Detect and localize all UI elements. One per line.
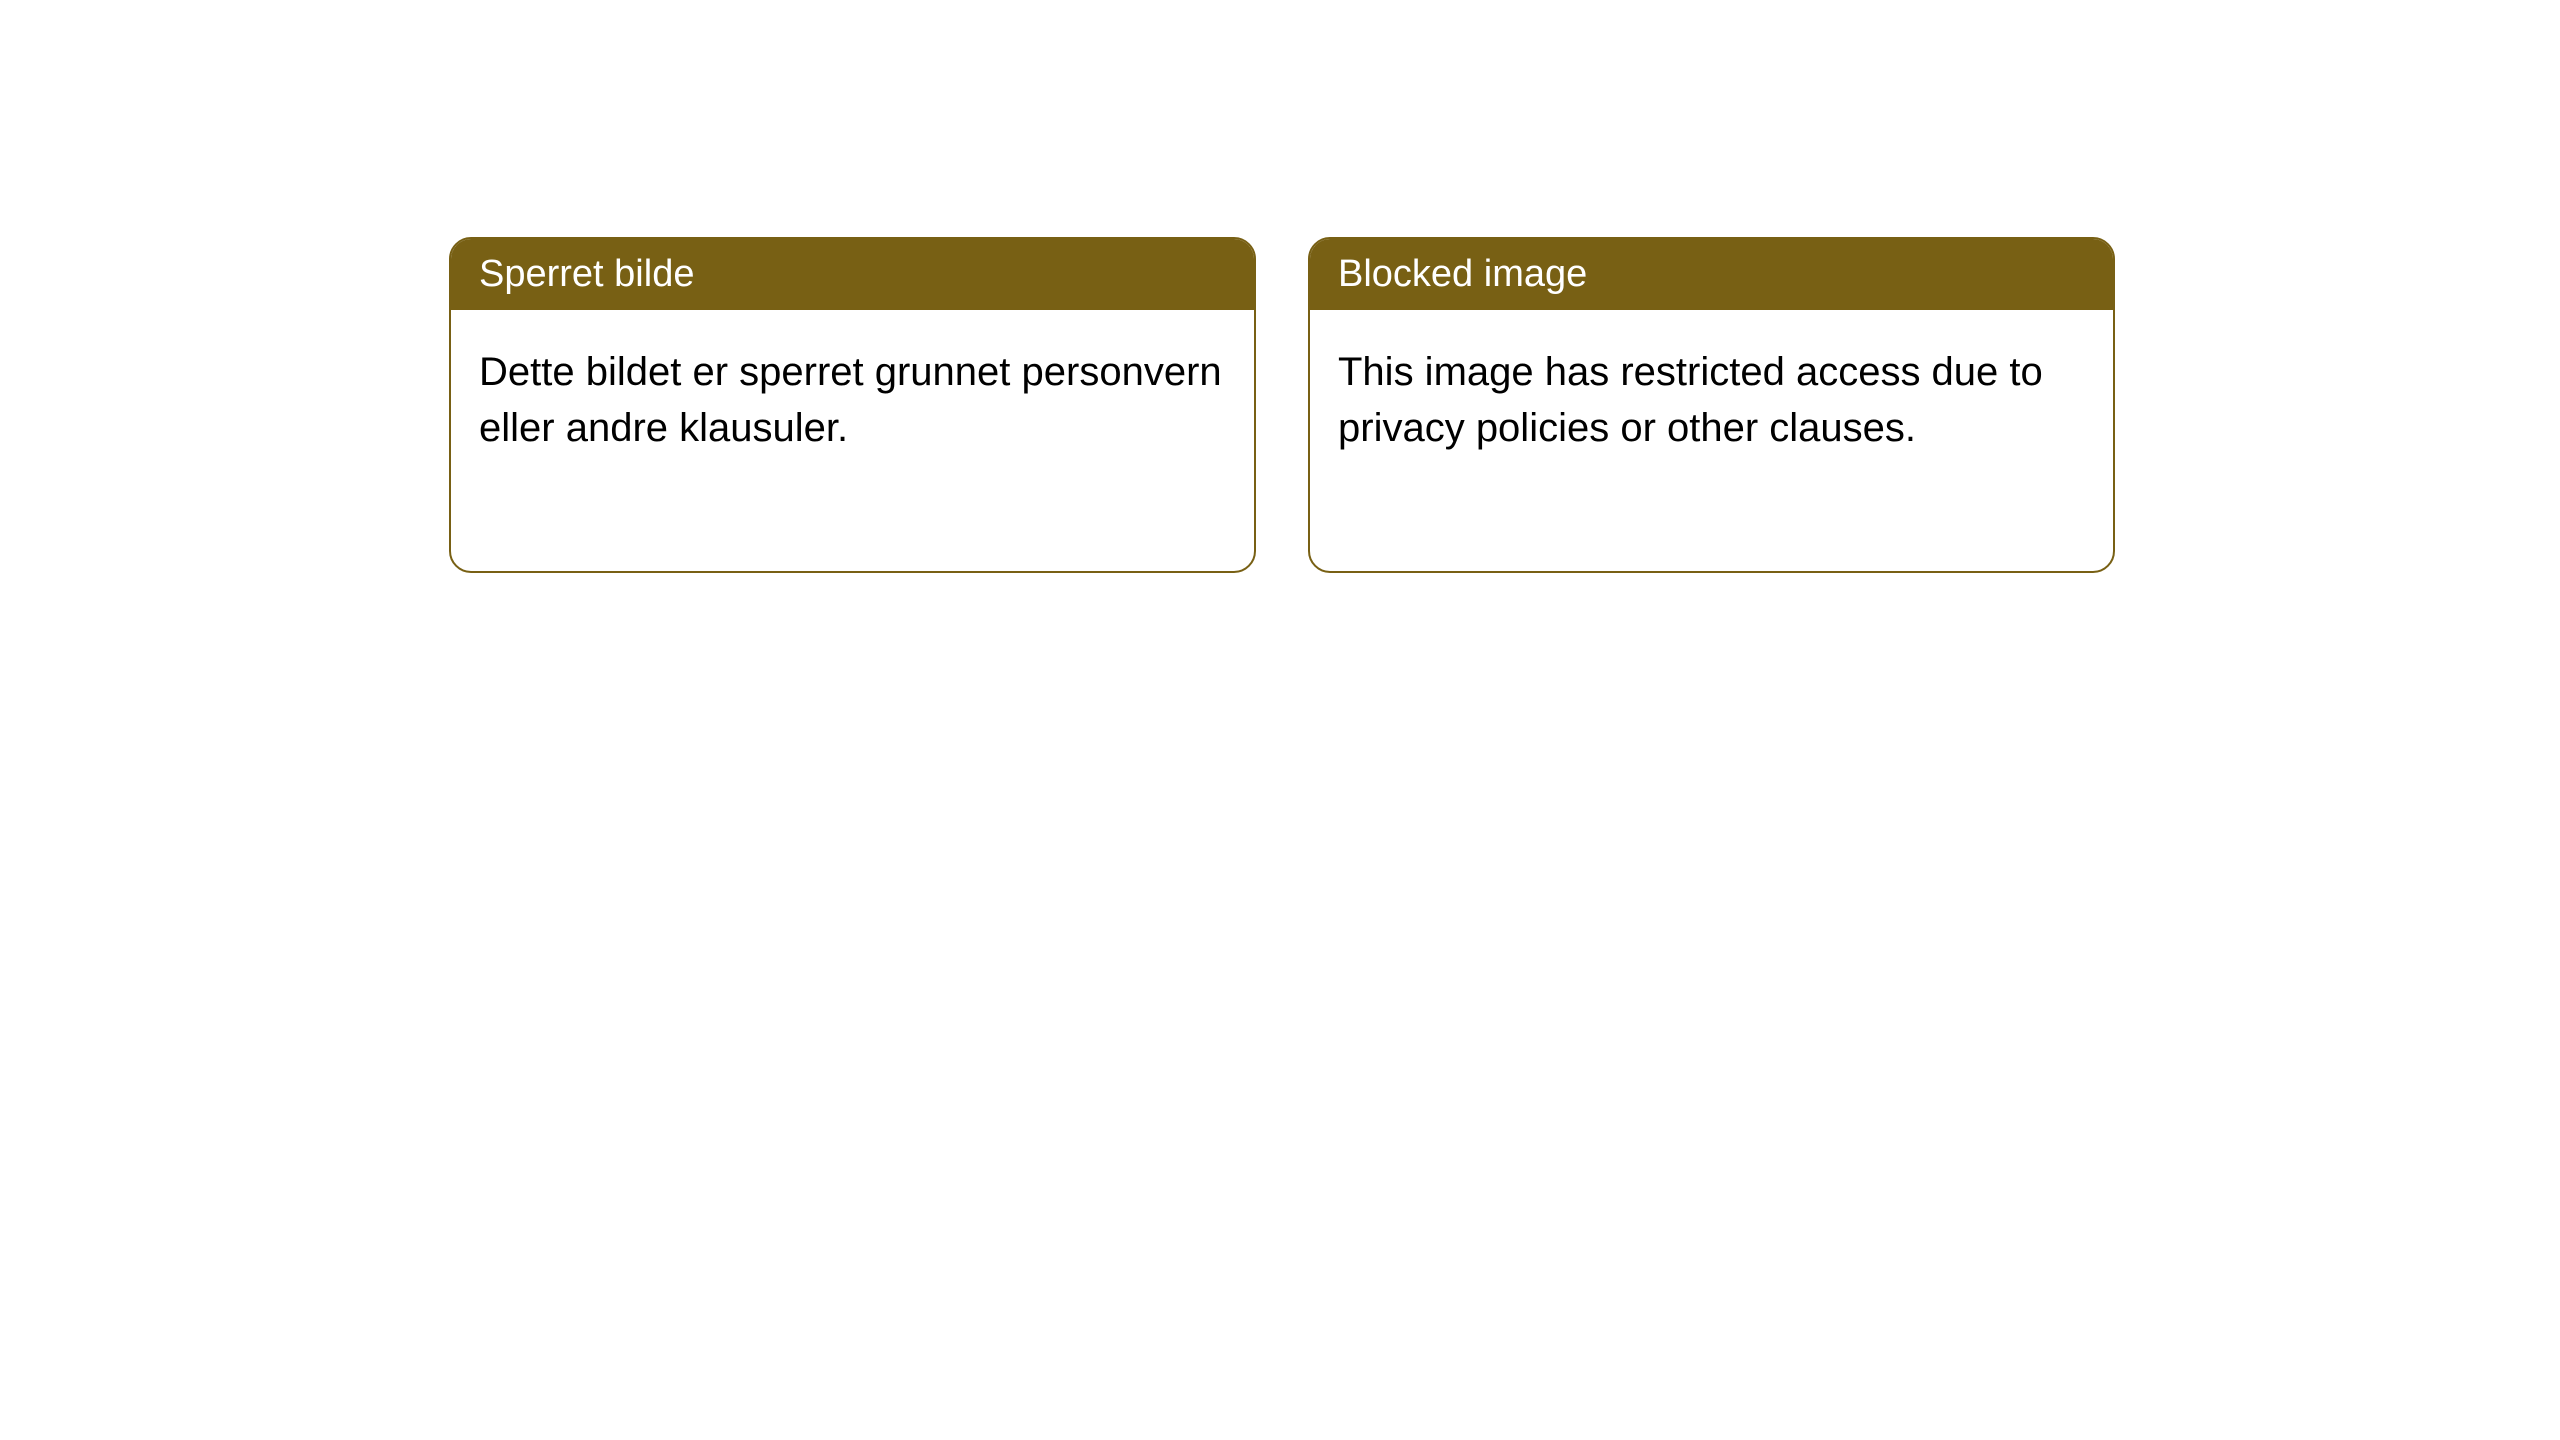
notice-card-title: Blocked image	[1338, 253, 1587, 295]
notice-card-body: This image has restricted access due to …	[1310, 310, 2113, 528]
notice-card-en: Blocked image This image has restricted …	[1308, 237, 2115, 573]
notice-card-title: Sperret bilde	[479, 253, 694, 295]
notice-card-text: This image has restricted access due to …	[1338, 350, 2043, 450]
notice-card-header: Sperret bilde	[451, 239, 1254, 310]
notice-card-no: Sperret bilde Dette bildet er sperret gr…	[449, 237, 1256, 573]
notice-card-body: Dette bildet er sperret grunnet personve…	[451, 310, 1254, 528]
notice-container: Sperret bilde Dette bildet er sperret gr…	[0, 0, 2560, 573]
notice-card-header: Blocked image	[1310, 239, 2113, 310]
notice-card-text: Dette bildet er sperret grunnet personve…	[479, 350, 1222, 450]
